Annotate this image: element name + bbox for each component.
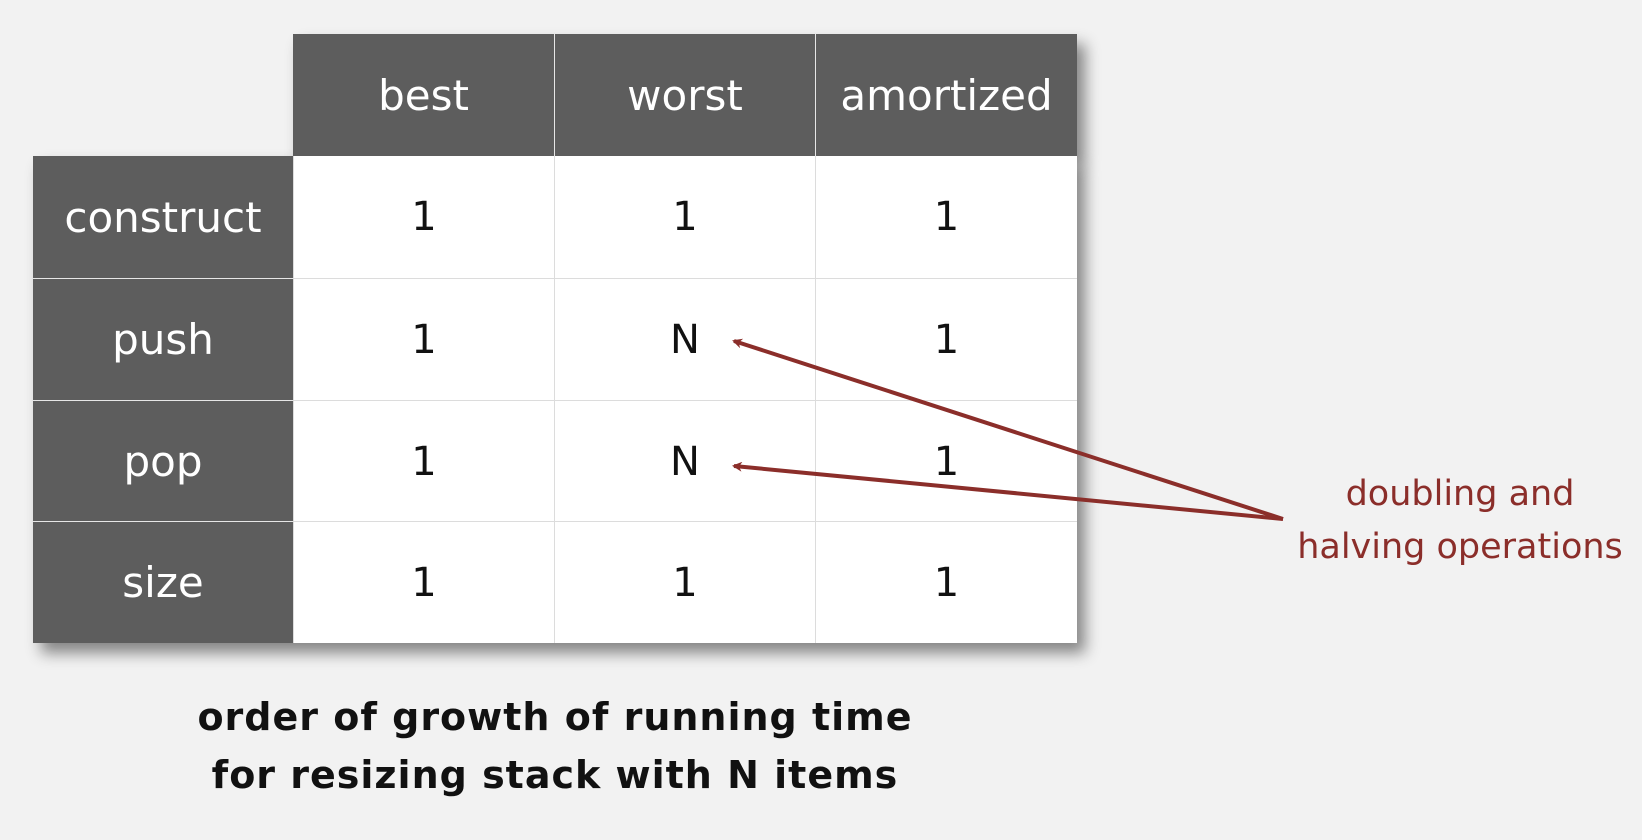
cell-push-amortized: 1 <box>815 278 1077 400</box>
column-header-best: best <box>293 34 554 156</box>
cell-pop-best: 1 <box>293 400 554 522</box>
cell-size-worst: 1 <box>554 521 815 643</box>
caption-line-2: for resizing stack with N items <box>211 753 899 797</box>
caption: order of growth of running time for resi… <box>33 688 1077 804</box>
column-header-worst: worst <box>554 34 815 156</box>
row-label-pop: pop <box>33 400 293 522</box>
row-label-push: push <box>33 278 293 400</box>
caption-line-1: order of growth of running time <box>197 695 913 739</box>
annotation-line-2: halving operations <box>1297 527 1623 567</box>
row-label-construct: construct <box>33 156 293 278</box>
cell-construct-best: 1 <box>293 156 554 278</box>
cell-size-amortized: 1 <box>815 521 1077 643</box>
cell-push-worst: N <box>554 278 815 400</box>
annotation-text: doubling and halving operations <box>1290 468 1630 574</box>
cell-size-best: 1 <box>293 521 554 643</box>
cell-construct-amortized: 1 <box>815 156 1077 278</box>
annotation-line-1: doubling and <box>1345 474 1575 514</box>
cell-pop-worst: N <box>554 400 815 522</box>
cell-pop-amortized: 1 <box>815 400 1077 522</box>
cell-push-best: 1 <box>293 278 554 400</box>
row-label-size: size <box>33 521 293 643</box>
cell-construct-worst: 1 <box>554 156 815 278</box>
column-header-amortized: amortized <box>815 34 1077 156</box>
